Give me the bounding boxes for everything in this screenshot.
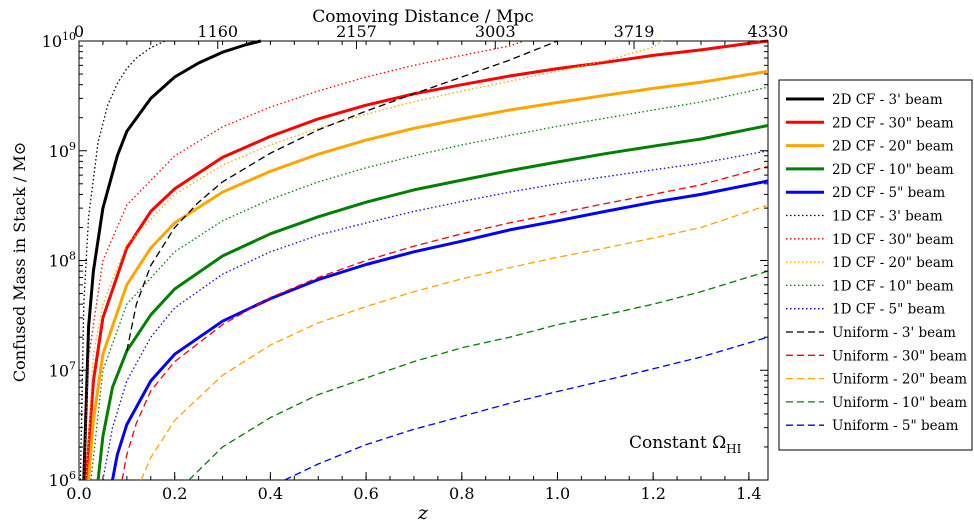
top-tick-label: 2157 (336, 22, 377, 41)
legend-label: 1D CF - 5" beam (832, 302, 945, 318)
top-axis-label: Comoving Distance / Mpc (312, 7, 534, 27)
series-line-1 (82, 39, 262, 481)
series-line-13 (140, 204, 769, 481)
series-line-4 (96, 124, 769, 481)
legend-label: Uniform - 20" beam (832, 372, 967, 388)
series-line-3 (87, 69, 769, 481)
x-tick-label: 0.0 (66, 484, 91, 503)
legend-label: 1D CF - 10" beam (832, 278, 954, 294)
y-tick-label: 109 (49, 140, 76, 161)
series-line-7 (83, 40, 525, 481)
y-axis-label: Confused Mass in Stack / M⊙ (10, 142, 29, 382)
top-tick-label: 3003 (475, 22, 516, 41)
legend-label: Uniform - 30" beam (832, 348, 967, 364)
series-line-5 (111, 179, 769, 481)
series-line-6 (79, 40, 166, 481)
series-line-11 (126, 40, 558, 352)
x-tick-label: 1.4 (736, 484, 761, 503)
y-tick-label: 106 (49, 469, 76, 490)
legend-label: Uniform - 3' beam (832, 325, 956, 341)
legend-label: 1D CF - 20" beam (832, 255, 954, 271)
series-line-9 (90, 86, 769, 481)
x-tick-label: 0.6 (353, 484, 378, 503)
annotation-subscript: HI (726, 442, 741, 456)
x-tick-label: 0.8 (449, 484, 474, 503)
annotation: Constant ΩHI (629, 433, 742, 456)
legend-label: 2D CF - 20" beam (832, 139, 954, 155)
legend-label: 2D CF - 3' beam (832, 92, 943, 108)
y-tick-label: 108 (49, 250, 76, 271)
series-layer (79, 39, 769, 481)
series-line-10 (102, 150, 769, 481)
series-line-14 (188, 270, 769, 481)
top-tick-label: 4330 (748, 22, 789, 41)
x-axis-label: z (417, 502, 429, 524)
y-tick-label: 1010 (42, 30, 76, 51)
legend-label: 2D CF - 5" beam (832, 185, 945, 201)
annotation-text: Constant Ω (629, 433, 726, 453)
legend-label: 2D CF - 10" beam (832, 162, 954, 178)
axes-layer: 0.0 0.2 0.4 0.6 0.8 1.0 1.2 1.4 106 107 108 109 1010… (42, 22, 789, 503)
legend-label: 1D CF - 30" beam (832, 232, 954, 248)
legend-label: 2D CF - 30" beam (832, 115, 954, 131)
x-tick-label: 1.0 (545, 484, 570, 503)
series-line-2 (84, 39, 769, 481)
plot-area (78, 40, 769, 481)
legend-label: Uniform - 5" beam (832, 418, 959, 434)
legend-label: Uniform - 10" beam (832, 395, 967, 411)
series-line-8 (85, 40, 664, 481)
x-tick-label: 0.2 (162, 484, 187, 503)
top-tick-label: 1160 (197, 22, 238, 41)
series-line-15 (284, 336, 769, 481)
top-tick-label: 0 (74, 22, 84, 41)
x-tick-label: 1.2 (640, 484, 665, 503)
legend-frame (778, 79, 973, 451)
legend: 2D CF - 3' beam 2D CF - 30" beam 2D CF - 2… (778, 79, 973, 451)
series-line-12 (121, 165, 769, 481)
legend-label: 1D CF - 3' beam (832, 209, 943, 225)
y-tick-label: 107 (49, 359, 76, 380)
x-tick-label: 0.4 (258, 484, 283, 503)
top-tick-label: 3719 (614, 22, 655, 41)
